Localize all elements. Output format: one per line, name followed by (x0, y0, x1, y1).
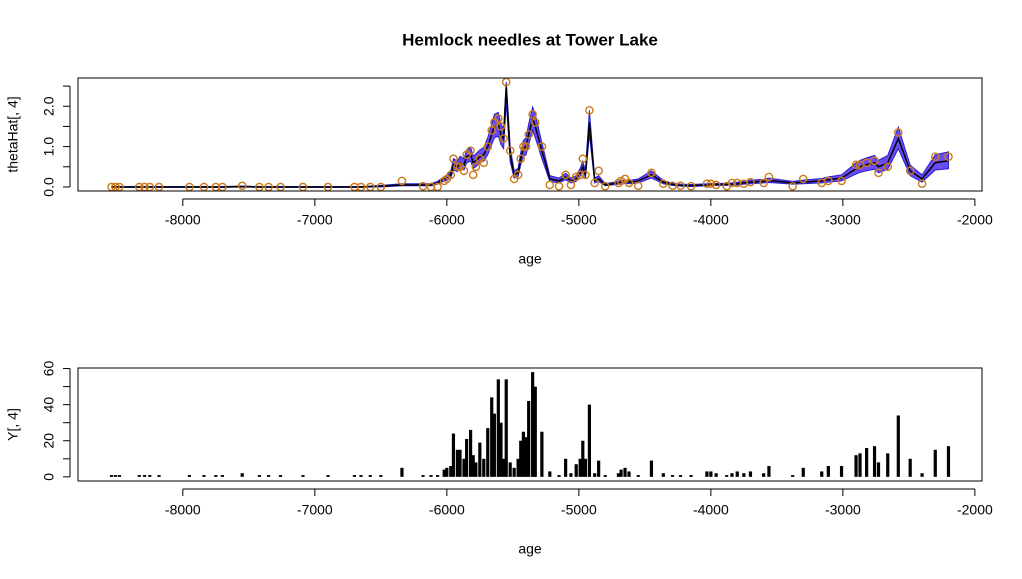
data-point (521, 142, 531, 151)
data-point (487, 126, 497, 135)
data-point (870, 156, 879, 166)
data-point (537, 142, 547, 151)
data-point (585, 105, 594, 115)
data-point (479, 158, 489, 168)
data-point (418, 181, 428, 191)
x-tick-label: -6000 (429, 212, 465, 228)
y-tick-label: 0 (41, 473, 57, 481)
data-point (530, 118, 540, 127)
x-tick-label: -2000 (957, 212, 993, 228)
data-point (837, 176, 846, 186)
data-point (851, 160, 861, 170)
x-tick-label: -5000 (561, 212, 597, 228)
chart-title: Hemlock needles at Tower Lake (402, 30, 658, 49)
y-tick-label: 0.0 (41, 177, 57, 197)
data-point (471, 162, 481, 172)
data-point (554, 181, 564, 191)
data-point (917, 179, 927, 189)
data-point (788, 181, 797, 191)
data-point (468, 170, 478, 180)
data-point (505, 146, 515, 155)
data-point (862, 158, 871, 168)
fit-line (111, 86, 949, 188)
y-tick-label: 40 (41, 397, 57, 413)
data-point (528, 110, 537, 119)
y-axis-label: Y[, 4] (5, 408, 21, 441)
x-tick-label: -3000 (825, 502, 861, 518)
data-point (668, 181, 677, 191)
data-point (930, 152, 940, 161)
x-tick-label: -8000 (165, 502, 201, 518)
data-point (764, 172, 774, 182)
data-point (798, 174, 808, 184)
x-axis-label: age (518, 251, 542, 267)
data-point (647, 168, 656, 178)
y-axis-label: thetaHat[, 4] (5, 96, 21, 172)
data-point (594, 166, 603, 176)
data-point (499, 134, 508, 143)
data-point (494, 114, 503, 123)
data-point (578, 154, 588, 164)
x-tick-label: -7000 (297, 212, 333, 228)
y-tick-label: 60 (41, 361, 57, 377)
data-point (711, 180, 721, 190)
data-point (496, 122, 506, 131)
data-point (575, 170, 585, 180)
data-point (446, 170, 456, 180)
data-point (590, 178, 599, 188)
data-point (453, 162, 462, 172)
x-tick-label: -4000 (693, 502, 729, 518)
y-tick-label: 1.0 (41, 137, 57, 157)
data-point (676, 181, 685, 191)
data-point (566, 180, 576, 190)
data-point (237, 181, 247, 191)
data-point (883, 162, 893, 172)
data-point (483, 142, 493, 151)
data-point (746, 177, 755, 187)
data-point (513, 170, 523, 180)
data-point (524, 130, 533, 139)
x-tick-label: -6000 (429, 502, 465, 518)
plot-frame (77, 77, 983, 192)
data-point (397, 176, 407, 186)
x-tick-label: -3000 (825, 212, 861, 228)
data-point (706, 179, 716, 189)
x-tick-label: -7000 (297, 502, 333, 518)
data-point (874, 168, 883, 178)
data-point (686, 181, 696, 191)
data-point (905, 166, 915, 176)
confidence-band (111, 82, 949, 188)
data-point (581, 170, 590, 180)
data-point (561, 170, 570, 180)
x-tick-label: -2000 (957, 502, 993, 518)
data-point (459, 166, 469, 176)
y-tick-label: 20 (41, 433, 57, 449)
data-point (894, 128, 903, 137)
data-point (466, 146, 475, 155)
data-point (519, 142, 528, 151)
data-point (545, 180, 555, 190)
x-tick-label: -8000 (165, 212, 201, 228)
plot-frame (77, 367, 983, 482)
data-point (702, 179, 712, 189)
data-point (600, 181, 610, 191)
data-point (449, 154, 458, 164)
data-point (516, 154, 526, 164)
data-point (659, 179, 668, 189)
data-point (759, 178, 768, 188)
data-point (727, 178, 737, 188)
data-point (824, 176, 833, 186)
data-point (944, 152, 953, 161)
x-axis-label: age (518, 541, 542, 557)
x-tick-label: -5000 (561, 502, 597, 518)
data-point (624, 178, 634, 188)
y-tick-label: 2.0 (41, 96, 57, 116)
x-tick-label: -4000 (693, 212, 729, 228)
data-point (633, 181, 643, 191)
